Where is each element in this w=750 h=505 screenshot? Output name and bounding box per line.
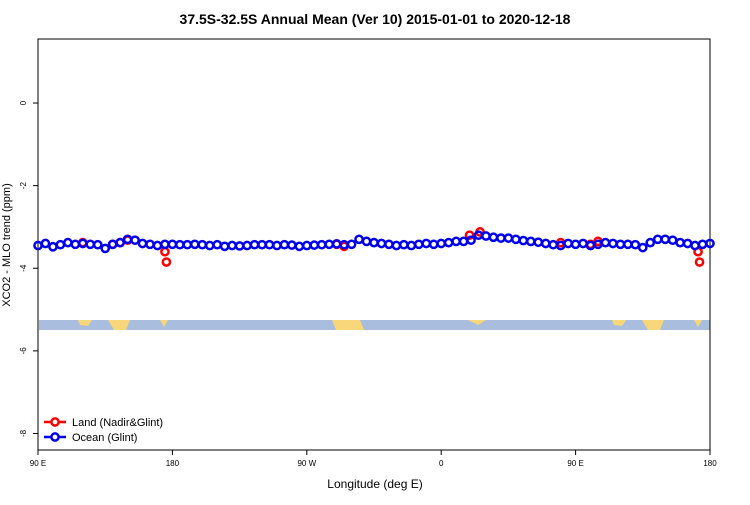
point	[645, 237, 656, 248]
x-tick-label: 90 E	[567, 459, 583, 468]
y-axis-label: XCO2 - MLO trend (ppm)	[1, 183, 13, 306]
point	[637, 242, 648, 253]
point	[92, 239, 103, 250]
legend-label: Ocean (Glint)	[72, 432, 137, 444]
point	[40, 238, 51, 249]
point	[346, 239, 357, 250]
x-tick-label: 0	[439, 459, 444, 468]
chart-title: 37.5S-32.5S Annual Mean (Ver 10) 2015-01…	[180, 11, 571, 27]
point	[161, 257, 172, 267]
point	[694, 257, 705, 267]
point	[464, 230, 475, 241]
series	[33, 230, 715, 254]
plot-frame	[37, 38, 711, 451]
legend-label: Land (Nadir&Glint)	[72, 417, 163, 429]
y-tick-label: -2	[19, 182, 28, 190]
y-tick-label: -8	[19, 429, 28, 437]
x-axis-label: Longitude (deg E)	[327, 477, 422, 491]
y-tick-label: -6	[19, 347, 28, 355]
x-tick-label: 90 E	[30, 459, 46, 468]
legend-marker	[50, 417, 60, 427]
x-tick-label: 90 W	[297, 459, 316, 468]
x-tick-label: 180	[703, 459, 717, 468]
map-strip	[39, 320, 710, 330]
x-tick-label: 180	[166, 459, 180, 468]
point	[705, 238, 715, 249]
legend-marker	[50, 432, 60, 442]
y-tick-label: 0	[19, 100, 28, 105]
point	[130, 235, 140, 246]
point	[100, 243, 111, 254]
point	[115, 237, 125, 248]
point	[466, 235, 476, 246]
y-tick-label: -4	[19, 264, 28, 272]
